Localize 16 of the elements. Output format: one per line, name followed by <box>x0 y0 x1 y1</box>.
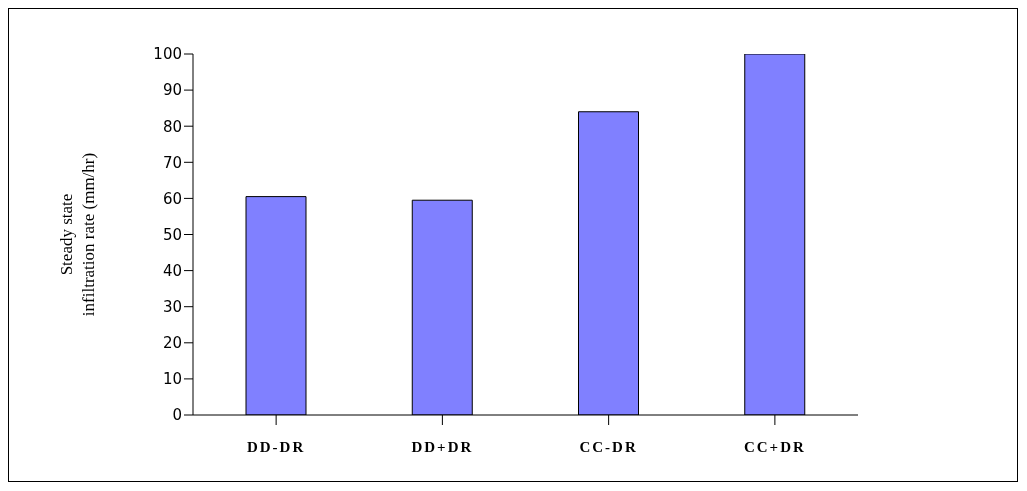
y-tick-label: 90 <box>162 81 182 100</box>
y-tick-label: 0 <box>172 406 182 425</box>
y-tick-label: 70 <box>162 153 182 172</box>
y-tick-label: 30 <box>162 298 182 317</box>
y-tick-label: 50 <box>162 225 182 244</box>
x-tick-label: CC+DR <box>743 438 806 455</box>
x-tick-label: DD-DR <box>246 438 306 455</box>
y-tick-label: 40 <box>162 261 182 280</box>
y-tick-label: 20 <box>162 334 182 353</box>
y-axis-title: Steady state infiltration rate (mm/hr) <box>57 152 98 317</box>
y-tick-label: 80 <box>162 117 182 136</box>
x-tick-label: CC-DR <box>579 438 638 455</box>
y-tick-label: 60 <box>162 189 182 208</box>
y-tick-label: 100 <box>153 45 182 64</box>
x-tick-label: DD+DR <box>411 438 474 455</box>
y-tick-label: 10 <box>162 370 182 389</box>
